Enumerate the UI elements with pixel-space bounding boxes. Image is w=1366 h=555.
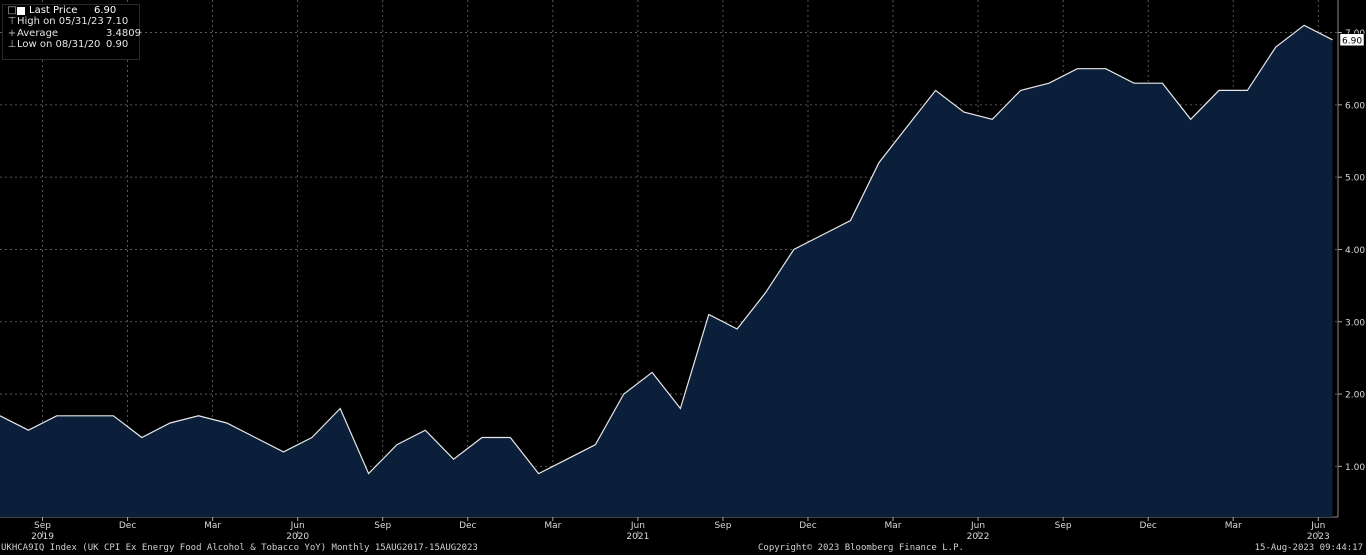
x-tick-label: Dec — [1139, 521, 1156, 531]
x-axis-ticks: Sep Dec Mar Jun Sep Dec Mar Jun Sep Dec Mar Jun Sep D… — [34, 517, 1325, 531]
footer-copyright: Copyright© 2023 Bloomberg Finance L.P. — [758, 543, 964, 553]
x-tick-label: Mar — [204, 521, 221, 531]
x-tick-label: Dec — [119, 521, 136, 531]
legend-toggle-icon[interactable]: □ — [7, 5, 17, 16]
year-label: 2022 — [967, 532, 990, 542]
legend-row-low: ⊥ Low on 08/31/20 0.90 — [3, 39, 139, 50]
price-area-fill — [0, 25, 1333, 518]
legend-value: 0.90 — [106, 38, 129, 50]
legend-row-last-price[interactable]: □ Last Price 6.90 — [3, 5, 139, 16]
x-tick-label: Jun — [630, 521, 645, 531]
x-tick-label: Sep — [374, 521, 391, 531]
y-tick-label: 5.00 — [1345, 174, 1365, 184]
price-line — [0, 24, 1333, 475]
x-tick-label: Sep — [1055, 521, 1072, 531]
last-value-text: 6.90 — [1342, 36, 1362, 46]
year-label: 2020 — [286, 532, 309, 542]
y-tick-label: 3.00 — [1345, 318, 1365, 328]
low-marker-icon: ⊥ — [7, 38, 17, 50]
average-marker-icon: + — [7, 27, 17, 39]
legend-label: Average — [17, 27, 59, 39]
x-tick-label: Mar — [885, 521, 902, 531]
legend-label: High on 05/31/23 — [17, 16, 104, 28]
x-tick-label: Jun — [1310, 521, 1325, 531]
x-tick-label: Mar — [1225, 521, 1242, 531]
x-tick-label: Mar — [544, 521, 561, 531]
x-tick-label: Dec — [799, 521, 816, 531]
legend-label: Last Price — [29, 5, 78, 16]
legend-value: 6.90 — [94, 5, 117, 16]
x-tick-label: Sep — [714, 521, 731, 531]
last-value-box — [1339, 33, 1365, 47]
year-labels: 2019 2020 2021 2022 2023 — [31, 531, 1330, 542]
x-tick-label: Sep — [34, 521, 51, 531]
y-axis-ticks: 1.002.003.004.005.006.007.00 — [1338, 29, 1365, 473]
x-tick-label: Jun — [970, 521, 985, 531]
x-tick-label: Dec — [459, 521, 476, 531]
footer-timestamp: 15-Aug-2023 09:44:17 — [1254, 543, 1363, 553]
legend-value: 3.4809 — [106, 27, 141, 39]
y-tick-label: 1.00 — [1345, 463, 1365, 473]
x-tick-label: Jun — [290, 521, 305, 531]
last-value-label: 6.90 — [1339, 33, 1365, 47]
legend-swatch — [17, 7, 25, 15]
legend: □ Last Price 6.90 ⊤ High on 05/31/23 7.1… — [2, 4, 141, 60]
year-label: 2021 — [626, 532, 649, 542]
y-tick-label: 4.00 — [1345, 246, 1365, 256]
y-tick-label: 2.00 — [1345, 391, 1365, 401]
legend-row-average: + Average 3.4809 — [3, 27, 141, 39]
y-tick-label: 6.00 — [1345, 101, 1365, 111]
legend-row-high: ⊤ High on 05/31/23 7.10 — [3, 16, 139, 27]
footer-security-description: UKHCA9IQ Index (UK CPI Ex Energy Food Al… — [1, 543, 478, 553]
legend-label: Low on 08/31/20 — [17, 38, 101, 50]
year-label: 2023 — [1307, 532, 1330, 542]
year-label: 2019 — [31, 532, 54, 542]
high-marker-icon: ⊤ — [7, 16, 17, 28]
legend-value: 7.10 — [106, 16, 129, 28]
